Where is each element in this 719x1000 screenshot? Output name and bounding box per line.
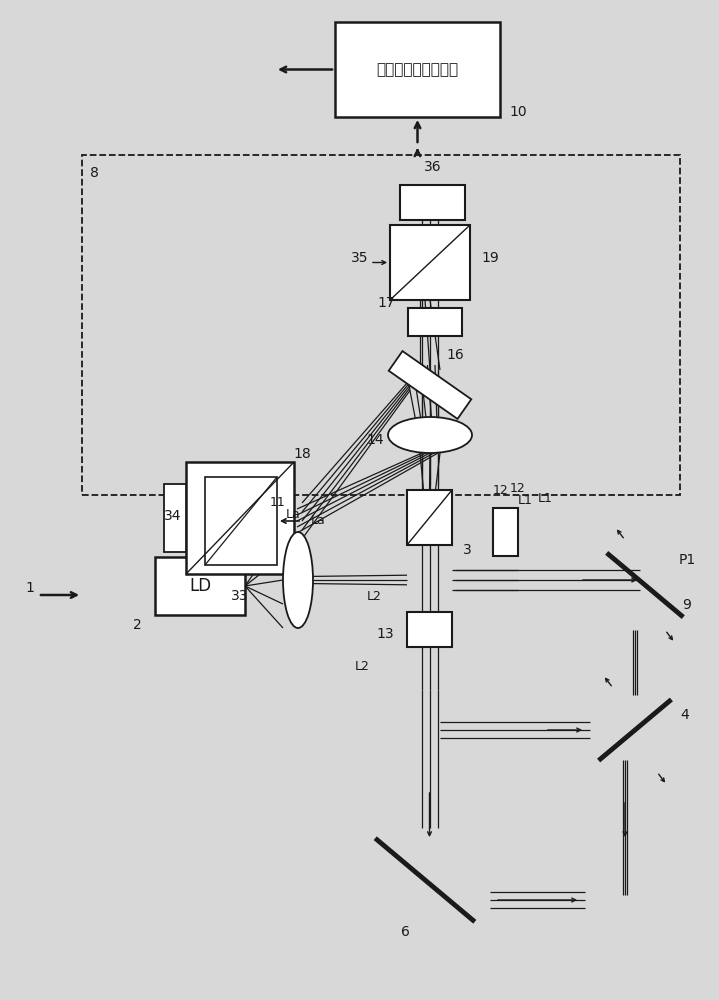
Text: 35: 35	[352, 250, 369, 264]
Text: 9: 9	[682, 598, 692, 612]
Text: L2: L2	[367, 590, 382, 603]
Text: LD: LD	[189, 577, 211, 595]
Text: 34: 34	[164, 509, 182, 523]
Text: L2: L2	[354, 660, 370, 674]
Text: P1: P1	[678, 553, 695, 567]
Text: 33: 33	[232, 589, 249, 603]
Text: 13: 13	[376, 628, 394, 642]
Text: 11: 11	[270, 495, 286, 508]
Text: 相对位置信息输出部: 相对位置信息输出部	[377, 62, 459, 77]
Text: 8: 8	[90, 166, 99, 180]
Text: 4: 4	[681, 708, 690, 722]
Text: 16: 16	[446, 348, 464, 362]
Ellipse shape	[388, 417, 472, 453]
Bar	[164, 484, 186, 552]
Bar	[205, 477, 277, 565]
Text: 12: 12	[510, 482, 526, 494]
Bar	[400, 185, 465, 220]
Ellipse shape	[283, 532, 313, 628]
Text: L1: L1	[518, 493, 533, 506]
Text: 6: 6	[400, 925, 409, 939]
Text: 19: 19	[481, 250, 499, 264]
Text: La: La	[311, 514, 326, 526]
Text: 36: 36	[423, 160, 441, 174]
Text: 14: 14	[366, 433, 384, 447]
Text: 12: 12	[493, 484, 508, 496]
Bar	[493, 508, 518, 556]
Polygon shape	[389, 351, 471, 419]
Bar	[186, 462, 294, 574]
Text: 18: 18	[293, 447, 311, 461]
Text: 3: 3	[462, 543, 472, 557]
Bar	[155, 557, 245, 615]
Bar	[390, 225, 470, 300]
Text: 10: 10	[509, 105, 527, 119]
Text: La: La	[285, 508, 301, 522]
Bar	[82, 155, 680, 495]
Text: 2: 2	[132, 618, 142, 632]
Bar	[335, 22, 500, 117]
Bar	[407, 490, 452, 545]
Text: 1: 1	[26, 581, 35, 595]
Bar	[408, 308, 462, 336]
Text: L1: L1	[538, 491, 553, 504]
Bar	[407, 612, 452, 647]
Text: 17: 17	[377, 296, 395, 310]
